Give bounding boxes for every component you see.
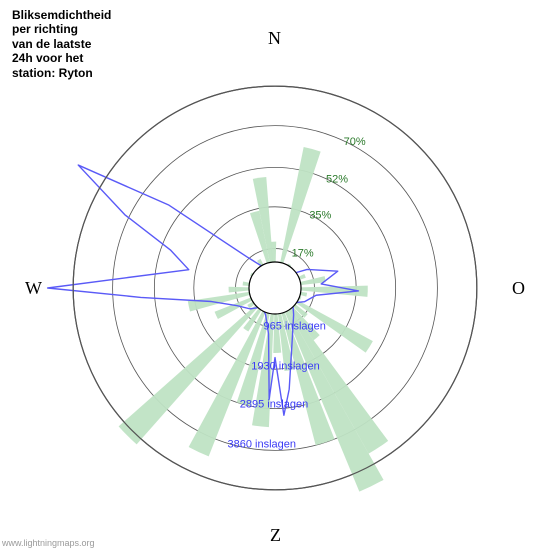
title-line: 24h voor het — [12, 51, 111, 65]
polar-chart: 17% 35% 52% 70% 965 inslagen 1930 inslagen 289… — [0, 0, 550, 550]
percent-label: 70% — [344, 136, 366, 148]
title-line: station: Ryton — [12, 66, 111, 80]
compass-east: O — [512, 278, 525, 299]
compass-west: W — [25, 278, 42, 299]
chart-title: Bliksemdichtheid per richting van de laa… — [12, 8, 111, 80]
compass-north: N — [268, 28, 281, 49]
title-line: Bliksemdichtheid — [12, 8, 111, 22]
strike-label: 3860 inslagen — [228, 438, 297, 450]
title-line: van de laatste — [12, 37, 111, 51]
footer-credit: www.lightningmaps.org — [2, 538, 95, 548]
strike-label: 2895 inslagen — [240, 398, 309, 410]
percent-label: 17% — [292, 247, 314, 259]
strike-label: 965 inslagen — [263, 321, 325, 333]
title-line: per richting — [12, 22, 111, 36]
center-circle — [249, 262, 301, 314]
percent-label: 35% — [309, 209, 331, 221]
compass-south: Z — [270, 525, 281, 546]
percent-label: 52% — [326, 174, 348, 186]
strike-label: 1930 inslagen — [251, 361, 320, 373]
